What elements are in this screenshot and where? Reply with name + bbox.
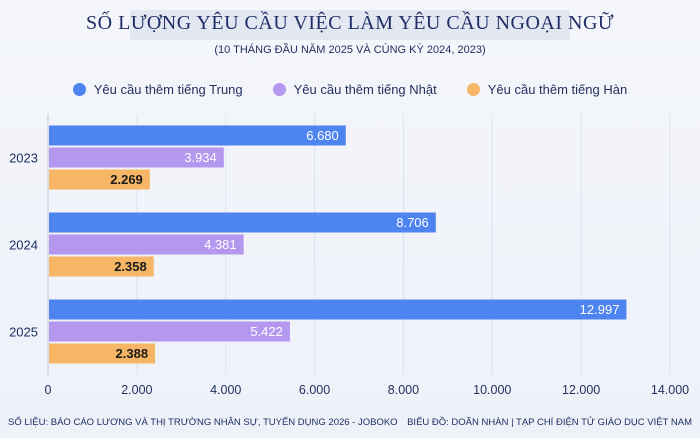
bar	[49, 147, 224, 168]
y-category-label: 2023	[9, 151, 38, 166]
x-tick-label: 8.000	[388, 383, 419, 397]
chart-subtitle: (10 THÁNG ĐẦU NĂM 2025 VÀ CÙNG KỲ 2024, …	[214, 44, 486, 56]
y-category-label: 2024	[9, 238, 38, 253]
x-tick-label: 14.000	[651, 383, 689, 397]
legend-label-han: Yêu cầu thêm tiếng Hàn	[487, 82, 628, 97]
bar	[49, 169, 150, 190]
x-tick-label: 4.000	[210, 383, 241, 397]
bar-value-label: 2.358	[114, 259, 147, 274]
chart-title: SỐ LƯỢNG YÊU CẦU VIỆC LÀM YÊU CẦU NGOẠI …	[86, 12, 614, 34]
source-note: SỐ LIỆU: BÁO CÁO LƯƠNG VÀ THỊ TRƯỜNG NHÂ…	[8, 417, 398, 428]
legend-item-han: Yêu cầu thêm tiếng Hàn	[466, 82, 628, 97]
x-tick-label: 12.000	[562, 383, 600, 397]
bar	[49, 299, 627, 320]
x-tick-label: 10.000	[473, 383, 511, 397]
bar	[49, 256, 154, 277]
bar-value-label: 2.269	[110, 172, 143, 187]
bar	[49, 321, 290, 342]
legend-marker-trung	[72, 83, 86, 96]
chart-legend: Yêu cầu thêm tiếng Trung Yêu cầu thêm ti…	[0, 82, 700, 97]
y-category-label: 2025	[9, 325, 38, 340]
bar-value-label: 12.997	[580, 302, 620, 317]
bar	[49, 343, 156, 364]
x-tick-label: 2.000	[121, 383, 152, 397]
legend-label-trung: Yêu cầu thêm tiếng Trung	[93, 82, 243, 97]
credit-note: BIỂU ĐỒ: DOÃN NHÀN | TẠP CHÍ ĐIỆN TỬ GIÁ…	[407, 417, 692, 428]
bar	[49, 125, 346, 146]
bar-value-label: 6.680	[306, 128, 339, 143]
title-background	[130, 10, 570, 40]
bar	[49, 234, 244, 255]
bar-value-label: 8.706	[396, 215, 429, 230]
legend-label-nhat: Yêu cầu thêm tiếng Nhật	[293, 82, 437, 97]
bar-value-label: 4.381	[204, 237, 237, 252]
legend-item-nhat: Yêu cầu thêm tiếng Nhật	[272, 82, 437, 97]
bar-value-label: 2.388	[116, 346, 149, 361]
bar-value-label: 3.934	[184, 150, 217, 165]
legend-item-trung: Yêu cầu thêm tiếng Trung	[72, 82, 243, 97]
x-tick-label: 6.000	[299, 383, 330, 397]
bar	[49, 212, 436, 233]
legend-marker-han	[466, 83, 480, 96]
legend-marker-nhat	[272, 83, 286, 96]
bar-value-label: 5.422	[250, 324, 283, 339]
x-tick-label: 0	[45, 383, 52, 397]
